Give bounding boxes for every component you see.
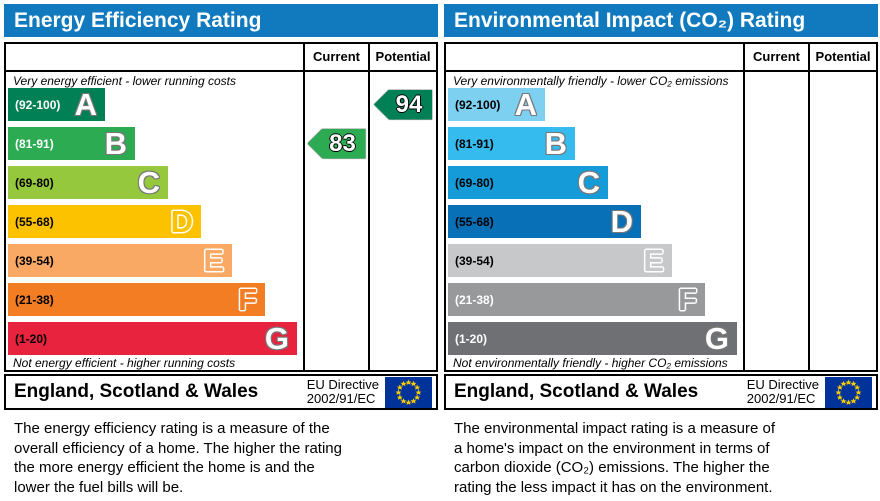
band-row-a: (92-100) A	[448, 88, 876, 127]
potential-column-header: Potential	[375, 49, 431, 64]
band-range: (1-20)	[15, 331, 48, 346]
band-d: (55-68) D	[448, 205, 641, 238]
column-divider	[368, 44, 370, 370]
band-range: (39-54)	[455, 253, 494, 268]
band-letter: G	[704, 321, 729, 356]
band-row-f: (21-38) F	[8, 283, 436, 322]
region-label: England, Scotland & Wales	[14, 381, 259, 402]
eu-directive-label: EU Directive 2002/91/EC	[306, 376, 379, 407]
band-c: (69-80) C	[8, 166, 168, 199]
band-range: (21-38)	[455, 292, 494, 307]
band-range: (92-100)	[15, 97, 61, 112]
band-range: (81-91)	[455, 136, 494, 151]
band-row-b: (81-91) B	[448, 127, 876, 166]
band-row-c: (69-80) C	[8, 166, 436, 205]
left-arrow-tag-icon: 83	[307, 128, 366, 159]
band-row-g: (1-20) G	[8, 322, 436, 361]
band-range: (21-38)	[15, 292, 54, 307]
band-b: (81-91) B	[448, 127, 575, 160]
band-letter: F	[678, 282, 697, 317]
environmental-impact-panel: Environmental Impact (CO₂) Rating Curren…	[444, 4, 878, 497]
band-letter: D	[170, 204, 193, 239]
eu-flag-icon	[825, 376, 872, 408]
jurisdiction-footer: England, Scotland & Wales EU Directive 2…	[4, 374, 438, 410]
current-column-header: Current	[753, 49, 800, 64]
band-d: (55-68) D	[8, 205, 201, 238]
band-row-d: (55-68) D	[448, 205, 876, 244]
band-range: (69-80)	[455, 175, 494, 190]
current-rating-arrow: 83	[307, 128, 366, 159]
band-b: (81-91) B	[8, 127, 135, 160]
band-range: (55-68)	[15, 214, 54, 229]
band-e: (39-54) E	[448, 244, 672, 277]
region-label: England, Scotland & Wales	[454, 381, 699, 402]
band-letter: C	[577, 165, 600, 200]
band-letter: E	[203, 243, 224, 278]
band-row-d: (55-68) D	[8, 205, 436, 244]
band-row-b: (81-91) B	[8, 127, 436, 166]
panel-title-environmental: Environmental Impact (CO₂) Rating	[444, 4, 878, 37]
band-g: (1-20) G	[8, 322, 297, 355]
band-range: (69-80)	[15, 175, 54, 190]
band-f: (21-38) F	[448, 283, 705, 316]
eu-directive-line1: EU Directive	[746, 376, 819, 392]
table-header-row: Current Potential	[6, 44, 436, 72]
band-range: (1-20)	[455, 331, 488, 346]
band-row-e: (39-54) E	[448, 244, 876, 283]
eu-directive-line2: 2002/91/EC	[306, 391, 376, 406]
band-letter: F	[238, 282, 257, 317]
top-caption: Very energy efficient - lower running co…	[13, 74, 236, 88]
band-range: (55-68)	[455, 214, 494, 229]
co2-rating-table: Current Potential Very environmentally f…	[444, 42, 878, 372]
eu-flag-icon	[385, 376, 432, 408]
band-letter: D	[610, 204, 633, 239]
band-letter: G	[264, 321, 289, 356]
band-row-f: (21-38) F	[448, 283, 876, 322]
band-c: (69-80) C	[448, 166, 608, 199]
table-header-row: Current Potential	[446, 44, 876, 72]
eu-directive-line1: EU Directive	[306, 376, 379, 392]
band-a: (92-100) A	[448, 88, 545, 121]
co2-rating-description: The environmental impact rating is a mea…	[454, 420, 775, 496]
current-column-header: Current	[313, 49, 360, 64]
left-arrow-tag-icon: 94	[374, 89, 432, 120]
band-letter: B	[544, 126, 567, 161]
rating-bands: (92-100) A (81-91) B (69-80) C	[8, 88, 436, 361]
band-letter: A	[74, 87, 97, 122]
eu-directive-label: EU Directive 2002/91/EC	[746, 376, 819, 407]
top-caption: Very environmentally friendly - lower CO…	[453, 74, 729, 88]
band-letter: C	[137, 165, 160, 200]
energy-rating-description: The energy efficiency rating is a measur…	[14, 420, 342, 496]
band-row-a: (92-100) A	[8, 88, 436, 127]
band-e: (39-54) E	[8, 244, 232, 277]
band-f: (21-38) F	[8, 283, 265, 316]
potential-rating-arrow: 94	[374, 89, 432, 120]
column-divider	[743, 44, 745, 370]
band-g: (1-20) G	[448, 322, 737, 355]
band-range: (39-54)	[15, 253, 54, 268]
band-range: (81-91)	[15, 136, 54, 151]
potential-column-header: Potential	[815, 49, 871, 64]
band-row-c: (69-80) C	[448, 166, 876, 205]
rating-bands: (92-100) A (81-91) B (69-80) C	[448, 88, 876, 361]
band-letter: E	[643, 243, 664, 278]
column-divider	[303, 44, 305, 370]
band-range: (92-100)	[455, 97, 501, 112]
band-a: (92-100) A	[8, 88, 105, 121]
band-letter: A	[514, 87, 537, 122]
jurisdiction-footer: England, Scotland & Wales EU Directive 2…	[444, 374, 878, 410]
band-row-g: (1-20) G	[448, 322, 876, 361]
bottom-caption: Not energy efficient - higher running co…	[13, 356, 236, 370]
energy-rating-table: Current Potential Very energy efficient …	[4, 42, 438, 372]
bottom-caption: Not environmentally friendly - higher CO…	[453, 356, 728, 370]
band-letter: B	[104, 126, 127, 161]
energy-efficiency-panel: Energy Efficiency Rating Current Potenti…	[4, 4, 438, 497]
band-row-e: (39-54) E	[8, 244, 436, 283]
panel-title-energy: Energy Efficiency Rating	[4, 4, 438, 37]
column-divider	[808, 44, 810, 370]
eu-directive-line2: 2002/91/EC	[746, 391, 816, 406]
